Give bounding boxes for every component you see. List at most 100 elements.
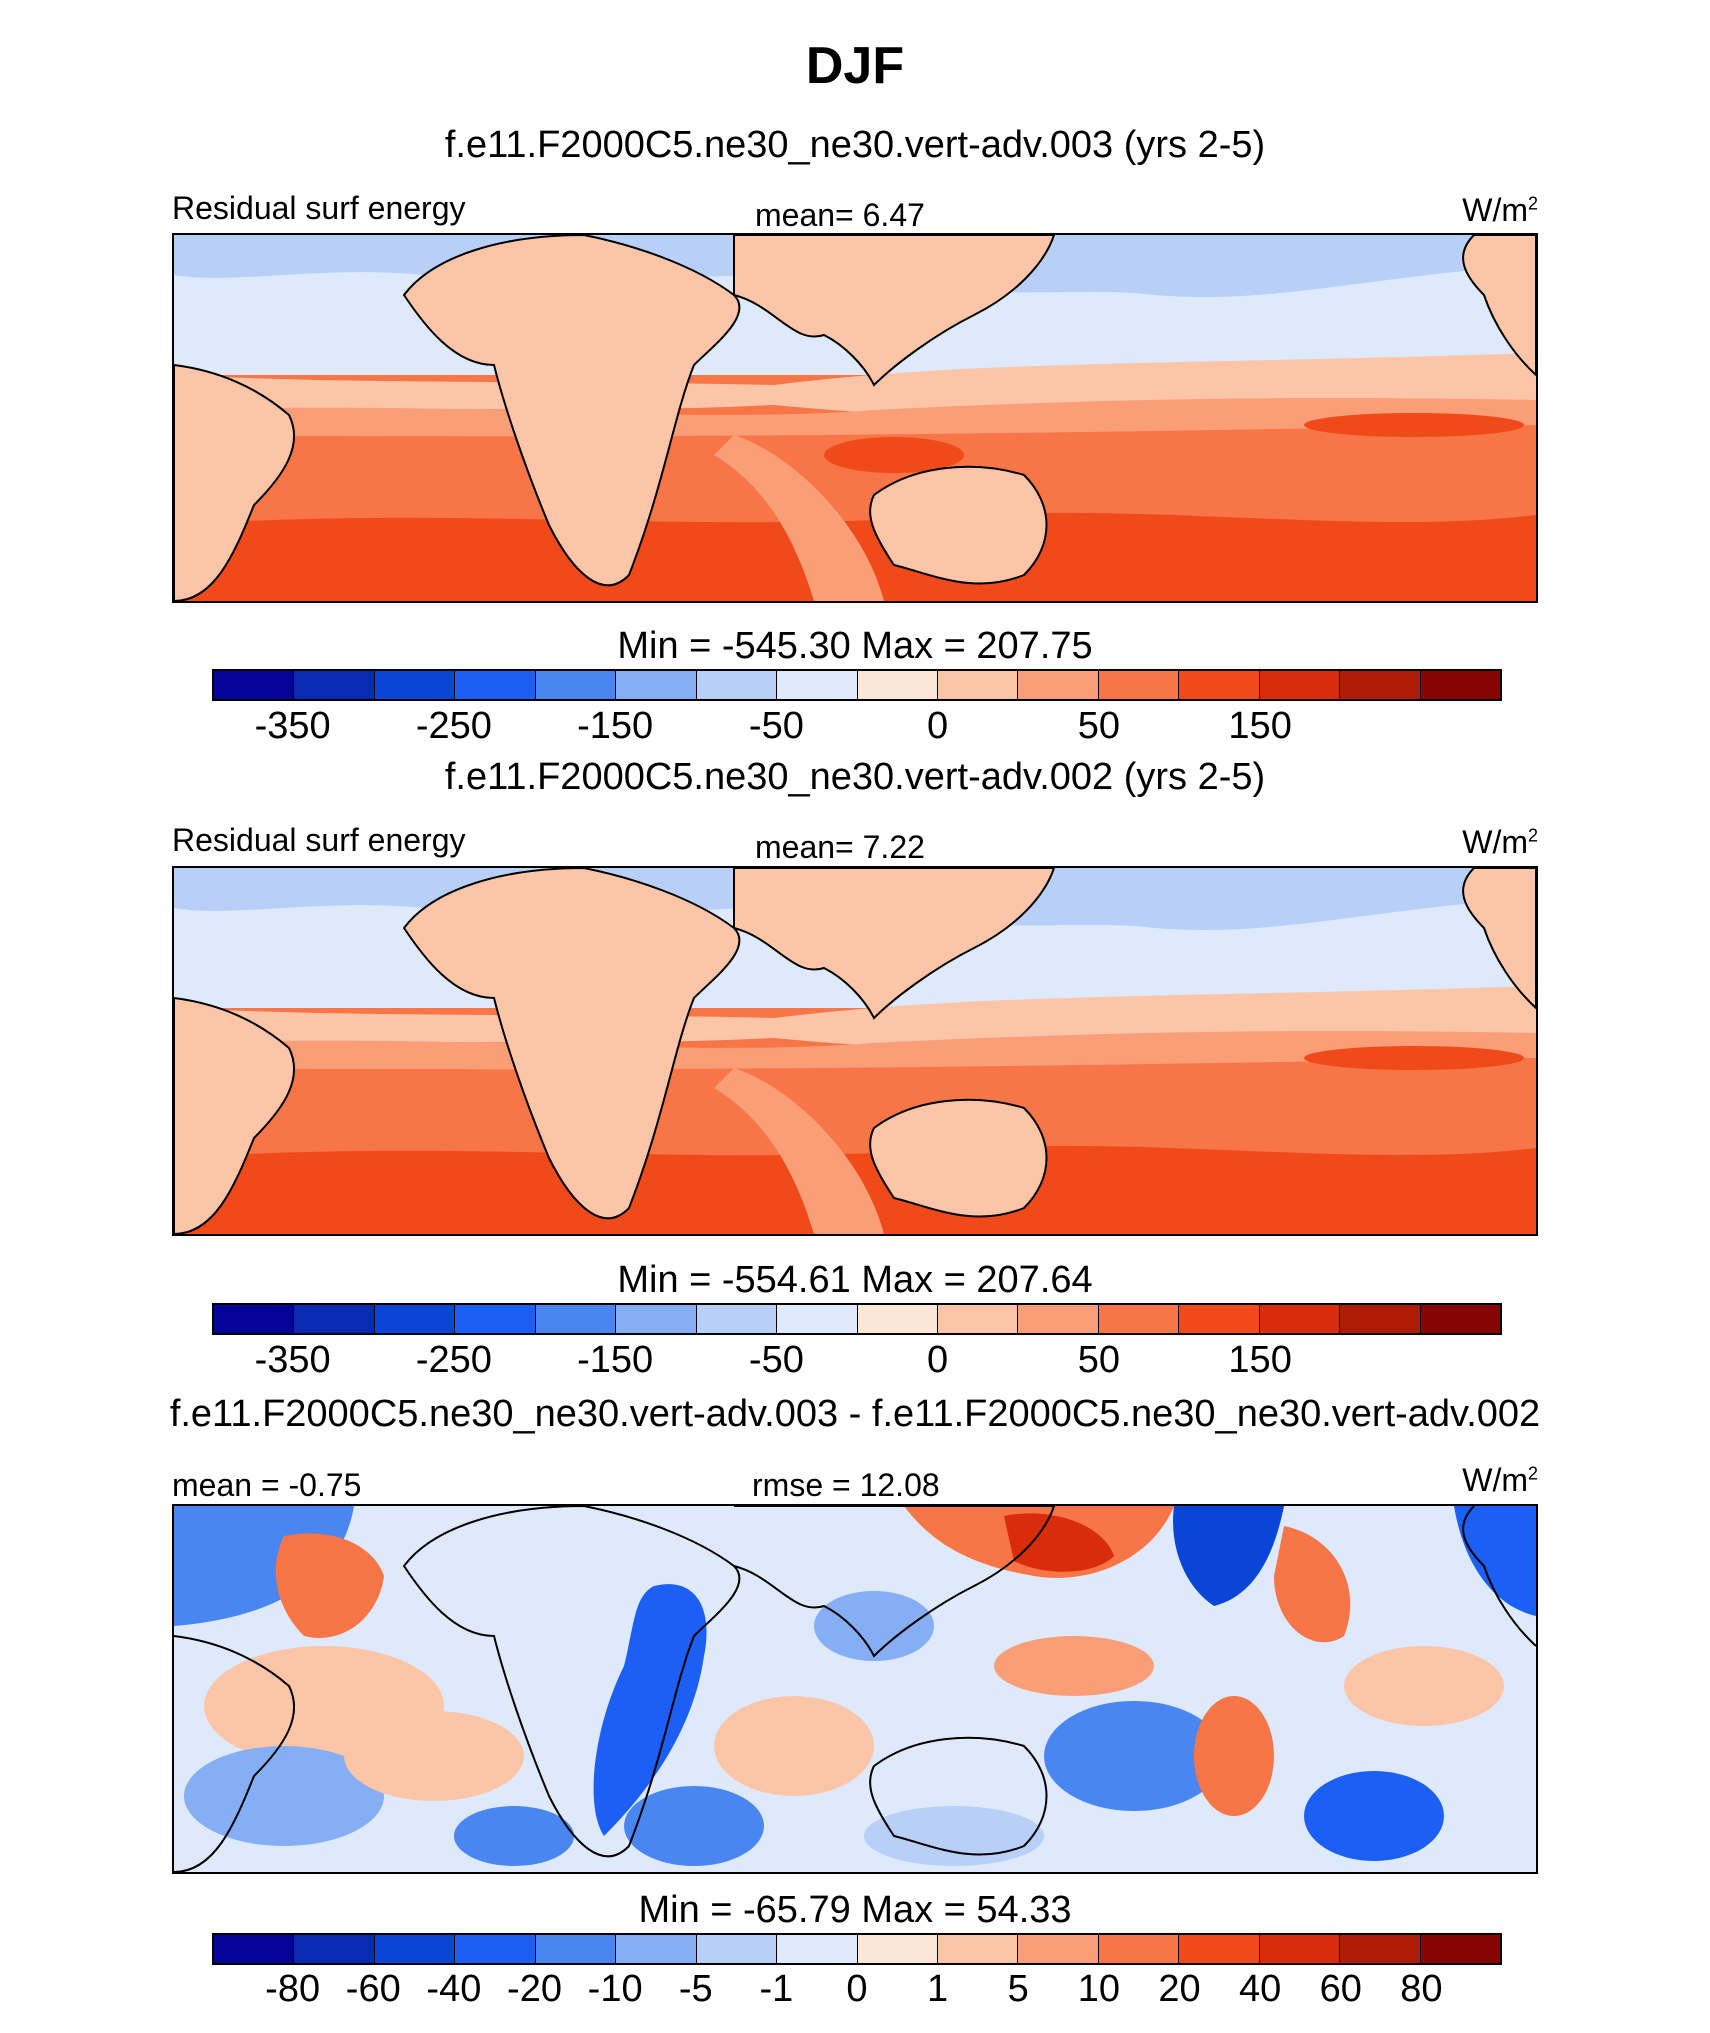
colorbar-tick-label: -50: [748, 1339, 804, 1381]
colorbar-swatch: [1018, 1935, 1099, 1963]
colorbar-swatch: [374, 671, 456, 699]
colorbar-tick-label: 60: [1319, 1968, 1362, 2010]
colorbar-swatch: [294, 1305, 375, 1333]
colorbar-tick-label: 40: [1238, 1968, 1282, 2010]
panel1-colorbar-ticks: -350 -250 -150 -50 0 50 150: [212, 705, 1502, 749]
colorbar-tick-label: 1: [927, 1968, 949, 2010]
colorbar-tick-label: -150: [577, 705, 654, 747]
panel2-map: [172, 866, 1538, 1236]
colorbar-swatch: [455, 1305, 536, 1333]
colorbar-tick-label: -80: [265, 1968, 321, 2010]
colorbar-tick-label: -5: [678, 1968, 713, 2010]
colorbar-tick-label: 50: [1077, 705, 1121, 747]
colorbar-swatch: [1259, 1305, 1341, 1333]
colorbar-tick-label: -250: [415, 705, 492, 747]
panel1-colorbar: [212, 669, 1502, 701]
colorbar-swatch: [294, 671, 375, 699]
colorbar-swatch: [1340, 1935, 1421, 1963]
colorbar-swatch: [1420, 1305, 1500, 1333]
colorbar-swatch: [937, 1305, 1019, 1333]
panel1-map-svg: [174, 235, 1536, 601]
colorbar-swatch: [1179, 1305, 1260, 1333]
colorbar-swatch: [857, 671, 938, 699]
colorbar-tick-label: -250: [415, 1339, 492, 1381]
colorbar-swatch: [1179, 671, 1260, 699]
colorbar-swatch: [294, 1935, 375, 1963]
colorbar-tick-label: -50: [748, 705, 804, 747]
colorbar-swatch: [535, 1305, 617, 1333]
colorbar-tick-label: 10: [1077, 1968, 1121, 2010]
colorbar-swatch: [1340, 1305, 1421, 1333]
figure-title: DJF: [805, 37, 905, 95]
colorbar-swatch: [214, 1935, 295, 1963]
panel1-mean-label: mean= 6.47: [755, 197, 925, 233]
colorbar-tick-label: -20: [507, 1968, 562, 2010]
colorbar-tick-label: 50: [1077, 1339, 1121, 1381]
panel3-map-svg: [174, 1506, 1536, 1872]
colorbar-swatch: [616, 1935, 697, 1963]
colorbar-tick-label: -350: [254, 705, 331, 747]
colorbar-swatch: [857, 1935, 938, 1963]
panel1-units: W/m2: [1462, 192, 1538, 228]
colorbar-tick-label: -150: [577, 1339, 654, 1381]
panel2-colorbar-ticks: -350 -250 -150 -50 0 50 150: [212, 1339, 1502, 1383]
colorbar-swatch: [1340, 671, 1421, 699]
panel3-case-title: f.e11.F2000C5.ne30_ne30.vert-adv.003 - f…: [169, 1393, 1541, 1435]
panel2-variable-label: Residual surf energy: [172, 822, 466, 858]
colorbar-swatch: [777, 1305, 858, 1333]
colorbar-swatch: [214, 671, 295, 699]
panel2-map-svg: [174, 868, 1536, 1234]
colorbar-tick-label: 5: [1007, 1968, 1029, 2010]
colorbar-swatch: [455, 1935, 536, 1963]
colorbar-swatch: [696, 671, 778, 699]
colorbar-tick-label: 80: [1400, 1968, 1443, 2010]
colorbar-swatch: [214, 1305, 295, 1333]
colorbar-swatch: [616, 671, 697, 699]
colorbar-swatch: [777, 671, 858, 699]
panel2-minmax: Min = -554.61 Max = 207.64: [617, 1259, 1093, 1301]
colorbar-swatch: [374, 1935, 456, 1963]
colorbar-swatch: [696, 1935, 778, 1963]
colorbar-swatch: [696, 1305, 778, 1333]
colorbar-swatch: [616, 1305, 697, 1333]
colorbar-swatch: [1098, 1305, 1180, 1333]
colorbar-tick-label: 20: [1158, 1968, 1201, 2010]
colorbar-tick-label: -10: [587, 1968, 643, 2010]
panel1-case-title: f.e11.F2000C5.ne30_ne30.vert-adv.003 (yr…: [444, 124, 1266, 166]
colorbar-tick-label: -350: [254, 1339, 331, 1381]
colorbar-swatch: [455, 671, 536, 699]
colorbar-swatch: [374, 1305, 456, 1333]
panel1-variable-label: Residual surf energy: [172, 190, 466, 226]
panel3-colorbar-ticks: -80 -60 -40 -20 -10 -5 -1 0 1 5 10 20 40 60 80: [212, 1968, 1502, 2012]
colorbar-tick-label: -1: [759, 1968, 794, 2010]
colorbar-swatch: [857, 1305, 938, 1333]
colorbar-tick-label: 150: [1228, 1339, 1292, 1381]
panel2-colorbar: [212, 1303, 1502, 1335]
colorbar-swatch: [1179, 1935, 1260, 1963]
colorbar-swatch: [1018, 671, 1099, 699]
panel3-units: W/m2: [1462, 1462, 1538, 1498]
colorbar-tick-label: 0: [927, 705, 949, 747]
panel2-mean-label: mean= 7.22: [755, 829, 925, 865]
colorbar-tick-label: -60: [345, 1968, 401, 2010]
colorbar-swatch: [1098, 671, 1180, 699]
colorbar-tick-label: 150: [1228, 705, 1292, 747]
panel3-mean-label: mean = -0.75: [172, 1467, 362, 1503]
panel1-map: [172, 233, 1538, 603]
colorbar-swatch: [1420, 671, 1500, 699]
colorbar-swatch: [1018, 1305, 1099, 1333]
panel3-map: [172, 1504, 1538, 1874]
panel2-units: W/m2: [1462, 824, 1538, 860]
colorbar-swatch: [1259, 671, 1341, 699]
colorbar-swatch: [777, 1935, 858, 1963]
panel1-minmax: Min = -545.30 Max = 207.75: [617, 625, 1093, 667]
panel3-minmax: Min = -65.79 Max = 54.33: [638, 1889, 1072, 1931]
colorbar-swatch: [1098, 1935, 1180, 1963]
colorbar-tick-label: -40: [426, 1968, 482, 2010]
panel3-colorbar: [212, 1933, 1502, 1965]
colorbar-tick-label: 0: [927, 1339, 949, 1381]
panel2-case-title: f.e11.F2000C5.ne30_ne30.vert-adv.002 (yr…: [444, 756, 1266, 798]
colorbar-swatch: [535, 671, 617, 699]
colorbar-swatch: [937, 1935, 1019, 1963]
colorbar-swatch: [535, 1935, 617, 1963]
